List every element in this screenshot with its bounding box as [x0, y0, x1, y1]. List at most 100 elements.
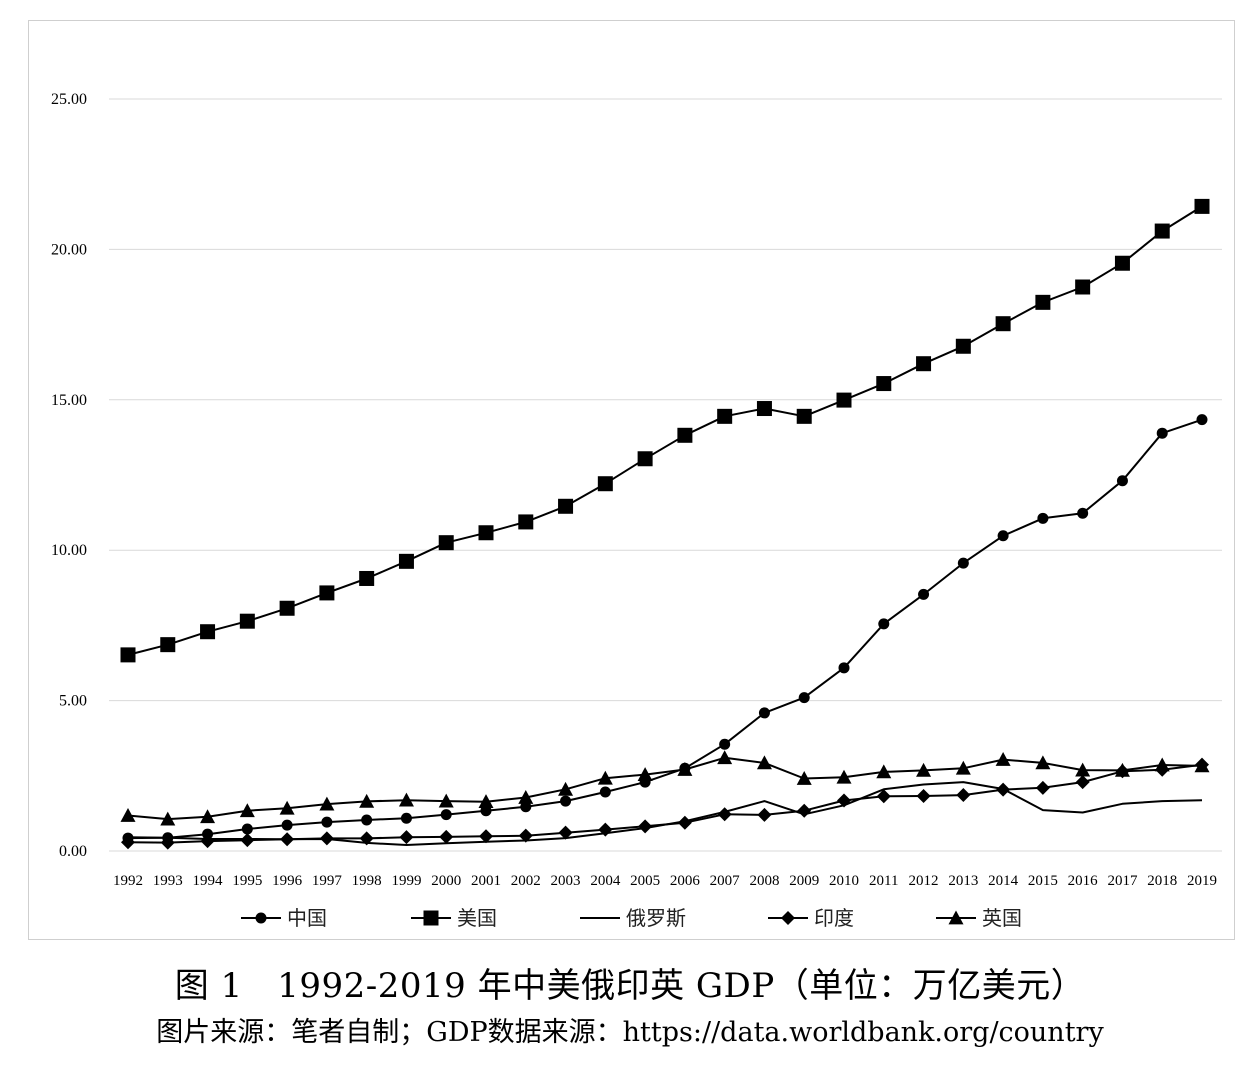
x-tick-label: 2007	[710, 873, 741, 889]
data-point-india	[280, 832, 295, 847]
data-point-usa	[1075, 279, 1091, 295]
data-point-usa	[796, 408, 812, 424]
data-point-india	[916, 788, 931, 803]
data-point-uk	[995, 752, 1011, 766]
data-point-india	[717, 807, 732, 822]
data-point-india	[638, 819, 653, 834]
gdp-line-chart: 0.00 5.00 10.00 15.00 20.00 25.00 1992 1993 1994…	[51, 91, 1222, 930]
data-point-uk	[836, 769, 852, 784]
data-point-india	[1075, 775, 1090, 790]
x-tick-label: 1997	[312, 873, 343, 889]
data-point-usa	[1035, 294, 1051, 310]
x-tick-label: 2016	[1068, 873, 1099, 889]
series-line-usa	[127, 205, 1203, 656]
data-point-uk	[1075, 762, 1091, 777]
data-point-usa	[597, 476, 613, 492]
x-tick-label: 2008	[749, 873, 779, 889]
data-point-uk	[796, 771, 812, 785]
data-point-india	[677, 815, 692, 830]
data-point-china	[1116, 475, 1128, 487]
x-tick-label: 2001	[471, 873, 501, 889]
data-point-china	[1077, 507, 1089, 519]
data-point-uk	[876, 764, 892, 779]
data-point-uk	[637, 767, 653, 781]
x-tick-label: 2014	[988, 873, 1019, 889]
data-point-uk	[955, 760, 971, 775]
y-tick-label: 10.00	[51, 542, 87, 559]
data-point-usa	[558, 498, 574, 514]
data-point-india	[797, 803, 812, 818]
x-tick-label: 1998	[352, 873, 382, 889]
data-point-china	[1037, 512, 1049, 524]
data-point-usa	[756, 401, 772, 417]
data-point-india	[558, 825, 573, 840]
y-tick-label: 5.00	[59, 693, 87, 710]
data-point-uk	[756, 755, 772, 770]
x-tick-label: 2010	[829, 873, 859, 889]
data-point-india	[240, 833, 255, 848]
data-point-india	[518, 828, 533, 843]
x-tick-label: 2006	[670, 873, 701, 889]
data-point-uk	[677, 761, 693, 776]
series-india	[121, 757, 1209, 850]
data-point-uk	[916, 762, 932, 777]
x-tick-label: 2015	[1028, 873, 1058, 889]
data-point-china	[520, 801, 532, 813]
data-point-usa	[279, 600, 295, 616]
data-point-uk	[1194, 758, 1210, 773]
x-tick-label: 2011	[869, 873, 898, 889]
data-point-china	[361, 814, 373, 826]
data-point-india	[757, 807, 772, 822]
data-point-china	[321, 816, 333, 828]
data-point-usa	[876, 376, 892, 392]
legend-label: 英国	[982, 906, 1022, 930]
data-point-china	[241, 823, 253, 835]
data-point-uk	[279, 800, 295, 815]
data-point-usa	[836, 392, 852, 408]
series-line-uk	[127, 756, 1203, 821]
data-point-usa	[1154, 223, 1170, 239]
series-uk	[120, 750, 1210, 826]
chart-frame: 0.00 5.00 10.00 15.00 20.00 25.00 1992 1993 1994…	[28, 20, 1235, 940]
x-tick-label: 2003	[551, 873, 581, 889]
legend-marker-uk	[948, 910, 964, 925]
data-point-uk	[200, 809, 216, 824]
series-china	[122, 414, 1208, 844]
series-line-china	[127, 418, 1203, 840]
legend: 中国 美国 俄罗斯 印度 英国	[241, 906, 1022, 930]
x-tick-label: 1993	[153, 873, 183, 889]
figure-caption: 图 1 1992-2019 年中美俄印英 GDP（单位：万亿美元）	[174, 966, 1086, 1006]
data-point-usa	[1194, 198, 1210, 214]
data-point-uk	[398, 792, 414, 807]
data-point-uk	[597, 770, 613, 785]
data-point-usa	[1114, 255, 1130, 271]
data-point-uk	[1154, 757, 1170, 772]
legend-marker-usa	[423, 910, 439, 926]
data-point-usa	[239, 613, 255, 629]
data-point-china	[400, 812, 412, 824]
legend-item-usa: 美国	[411, 906, 497, 930]
y-tick-label: 0.00	[59, 843, 87, 860]
data-point-usa	[955, 338, 971, 354]
x-tick-label: 2002	[511, 873, 541, 889]
legend-item-russia: 俄罗斯	[580, 906, 686, 930]
data-point-china	[878, 618, 890, 630]
x-tick-label: 1999	[391, 873, 421, 889]
data-point-india	[439, 829, 454, 844]
x-tick-label: 2018	[1147, 873, 1177, 889]
y-tick-label: 20.00	[51, 241, 87, 258]
x-tick-label: 2004	[590, 873, 621, 889]
data-point-india	[200, 834, 215, 849]
data-point-india	[160, 835, 175, 850]
figure-source: 图片来源：笔者自制；GDP数据来源：https://data.worldbank…	[156, 1017, 1104, 1048]
data-point-china	[599, 786, 611, 798]
data-point-usa	[478, 525, 494, 541]
x-tick-label: 2009	[789, 873, 819, 889]
legend-label: 中国	[287, 906, 327, 930]
data-point-uk	[1035, 755, 1051, 770]
legend-label: 俄罗斯	[626, 906, 686, 930]
data-point-usa	[717, 408, 733, 424]
data-point-usa	[916, 356, 932, 372]
data-point-uk	[160, 811, 176, 826]
data-point-uk	[558, 781, 574, 796]
